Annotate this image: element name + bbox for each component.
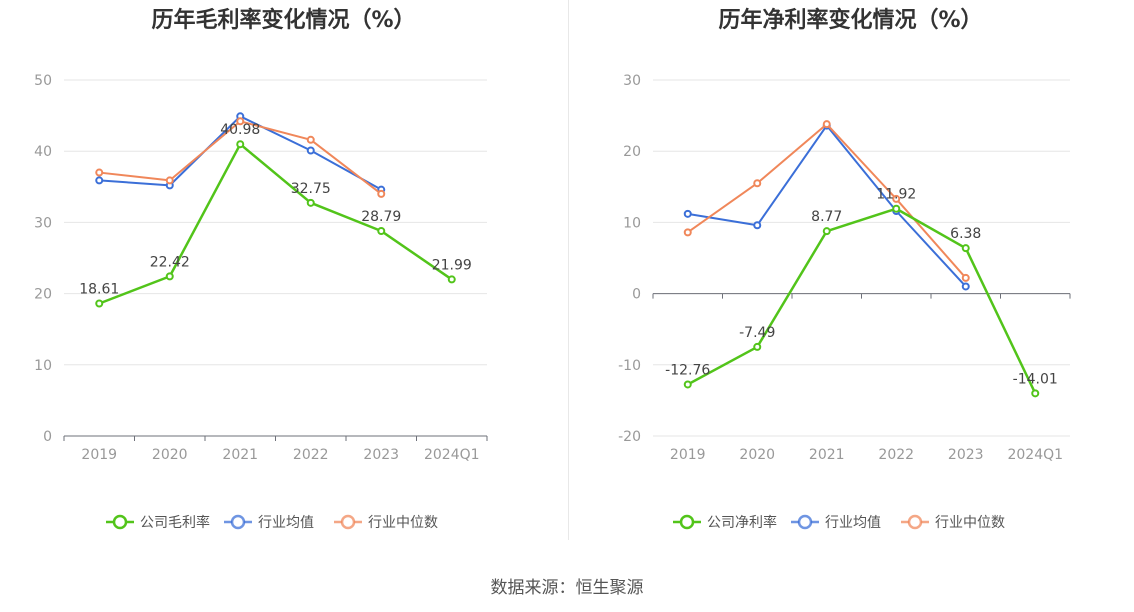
y-tick-label: 20	[34, 287, 52, 303]
data-point	[306, 135, 315, 144]
series-line-0	[98, 142, 453, 305]
data-label: -12.76	[665, 362, 710, 378]
data-point	[1031, 389, 1040, 398]
legend-marker	[797, 514, 813, 530]
data-point	[683, 209, 692, 218]
data-point	[961, 244, 970, 253]
data-label: 8.77	[811, 209, 842, 225]
chart-title: 历年净利率变化情况（%）	[718, 8, 983, 33]
data-point	[683, 380, 692, 389]
data-label: 32.75	[291, 181, 331, 197]
data-label: 21.99	[432, 257, 472, 273]
series-line-2	[687, 123, 967, 279]
data-point	[892, 194, 901, 203]
data-point	[306, 198, 315, 207]
y-tick-label: 10	[34, 358, 52, 374]
data-point	[753, 179, 762, 188]
y-tick-label: 30	[34, 215, 52, 231]
data-point	[95, 176, 104, 185]
data-point	[95, 299, 104, 308]
data-label: -14.01	[1013, 371, 1058, 387]
y-tick-label: 50	[34, 73, 52, 89]
x-tick-label: 2024Q1	[424, 447, 480, 463]
legend-marker	[679, 514, 695, 530]
data-label: 6.38	[950, 226, 981, 242]
x-tick-label: 2023	[363, 447, 399, 463]
data-label: 11.92	[876, 187, 916, 203]
y-tick-label: 40	[34, 144, 52, 160]
y-tick-label: 0	[632, 287, 641, 303]
y-tick-label: -20	[618, 429, 641, 445]
x-tick-label: 2019	[81, 447, 117, 463]
legend-marker	[112, 514, 128, 530]
chart-title: 历年毛利率变化情况（%）	[151, 8, 416, 33]
y-tick-label: 10	[623, 215, 641, 231]
data-point	[306, 146, 315, 155]
data-point	[683, 228, 692, 237]
data-point	[961, 273, 970, 282]
data-point	[377, 227, 386, 236]
gross-margin-chart: 历年毛利率变化情况（%） 0 10 20 30 40 50 2019 2020 2021 2022…	[0, 0, 567, 560]
x-tick-label: 2021	[809, 447, 845, 463]
legend-label: 行业中位数	[935, 515, 1005, 531]
data-point	[892, 204, 901, 213]
y-tick-label: 30	[623, 73, 641, 89]
legend-label: 行业均值	[258, 515, 314, 531]
series-line-1	[687, 124, 967, 288]
data-point	[236, 140, 245, 149]
x-tick-label: 2021	[222, 447, 258, 463]
data-point	[961, 282, 970, 291]
net-margin-chart: 历年净利率变化情况（%） -20 -10 0 10 20 30 2019 2020 2021 20…	[567, 0, 1134, 560]
data-point	[753, 342, 762, 351]
legend-marker	[340, 514, 356, 530]
data-point	[822, 227, 831, 236]
series-line-0	[687, 207, 1037, 394]
data-label: -7.49	[739, 325, 775, 341]
y-tick-label: 0	[43, 429, 52, 445]
y-tick-label: -10	[618, 358, 641, 374]
x-tick-label: 2020	[739, 447, 775, 463]
data-point	[753, 221, 762, 230]
panel-divider	[568, 0, 569, 540]
legend-label: 公司毛利率	[140, 514, 210, 531]
data-point	[447, 275, 456, 284]
net-margin-chart-svg: -20 -10 0 10 20 30 2019 2020 2021 2022 2023 2024Q1 -…	[618, 73, 1071, 531]
data-point	[165, 176, 174, 185]
legend-label: 公司净利率	[707, 514, 777, 531]
data-point	[377, 189, 386, 198]
legend-label: 行业均值	[825, 515, 881, 531]
data-point	[165, 272, 174, 281]
gross-margin-chart-svg: 0 10 20 30 40 50 2019 2020 2021 2022 2023 2024Q1 18.…	[34, 73, 488, 531]
x-tick-label: 2019	[670, 447, 706, 463]
x-tick-label: 2022	[878, 447, 914, 463]
y-tick-label: 20	[623, 144, 641, 160]
legend-marker	[907, 514, 923, 530]
x-tick-label: 2022	[293, 447, 329, 463]
data-label: 40.98	[220, 122, 260, 138]
x-tick-label: 2023	[948, 447, 984, 463]
legend-marker	[230, 514, 246, 530]
x-tick-label: 2024Q1	[1007, 447, 1063, 463]
x-tick-label: 2020	[152, 447, 188, 463]
data-point	[95, 168, 104, 177]
data-point	[236, 117, 245, 126]
data-label: 22.42	[150, 254, 190, 270]
data-point	[822, 120, 831, 129]
data-label: 18.61	[79, 281, 119, 297]
data-source-footer: 数据来源：恒生聚源	[490, 578, 644, 598]
data-label: 28.79	[361, 209, 401, 225]
legend-label: 行业中位数	[368, 515, 438, 531]
